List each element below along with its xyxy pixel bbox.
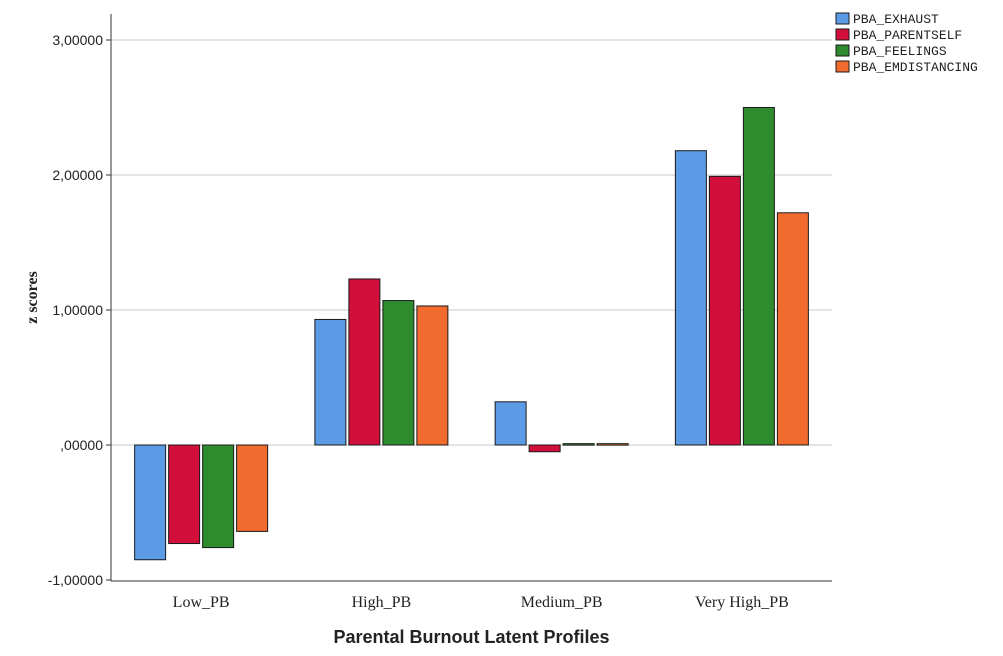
bar xyxy=(674,150,707,446)
bar xyxy=(742,107,775,446)
legend-swatch xyxy=(835,44,850,57)
x-category-label: Very High_PB xyxy=(695,594,789,611)
bar xyxy=(134,444,167,561)
bar xyxy=(348,278,381,446)
y-tick-label: 3,00000 xyxy=(52,32,103,48)
bar xyxy=(202,444,235,549)
legend-swatch xyxy=(835,12,850,25)
y-tick-label: ,00000 xyxy=(60,437,103,453)
x-category-label: Low_PB xyxy=(173,594,230,611)
legend-label: PBA_EXHAUST xyxy=(853,12,939,27)
x-axis-label: Parental Burnout Latent Profiles xyxy=(333,627,609,647)
y-tick-label: -1,00000 xyxy=(48,572,103,588)
bar xyxy=(596,443,629,446)
bar xyxy=(168,444,201,545)
bar xyxy=(708,175,741,446)
legend-swatch xyxy=(835,60,850,73)
y-tick-label: 1,00000 xyxy=(52,302,103,318)
bars xyxy=(134,107,809,561)
bar xyxy=(382,300,415,446)
y-tick-labels: -1,00000 ,00000 1,00000 2,00000 3,00000 xyxy=(48,32,111,588)
bar xyxy=(416,305,449,446)
bar xyxy=(314,318,347,446)
bar xyxy=(562,443,595,446)
legend-swatch xyxy=(835,28,850,41)
legend-label: PBA_FEELINGS xyxy=(853,44,947,59)
x-category-label: Medium_PB xyxy=(521,594,603,611)
category-labels: Low_PB High_PB Medium_PB Very High_PB xyxy=(173,594,789,611)
bar xyxy=(776,212,809,446)
legend-label: PBA_PARENTSELF xyxy=(853,28,962,43)
legend: PBA_EXHAUSTPBA_PARENTSELFPBA_FEELINGSPBA… xyxy=(835,12,978,75)
legend-label: PBA_EMDISTANCING xyxy=(853,60,978,75)
bar xyxy=(236,444,269,532)
y-tick-label: 2,00000 xyxy=(52,167,103,183)
bar xyxy=(528,444,561,453)
bar xyxy=(494,401,527,446)
axes xyxy=(110,14,832,582)
y-axis-label: z scores xyxy=(24,271,41,324)
x-category-label: High_PB xyxy=(352,594,412,611)
